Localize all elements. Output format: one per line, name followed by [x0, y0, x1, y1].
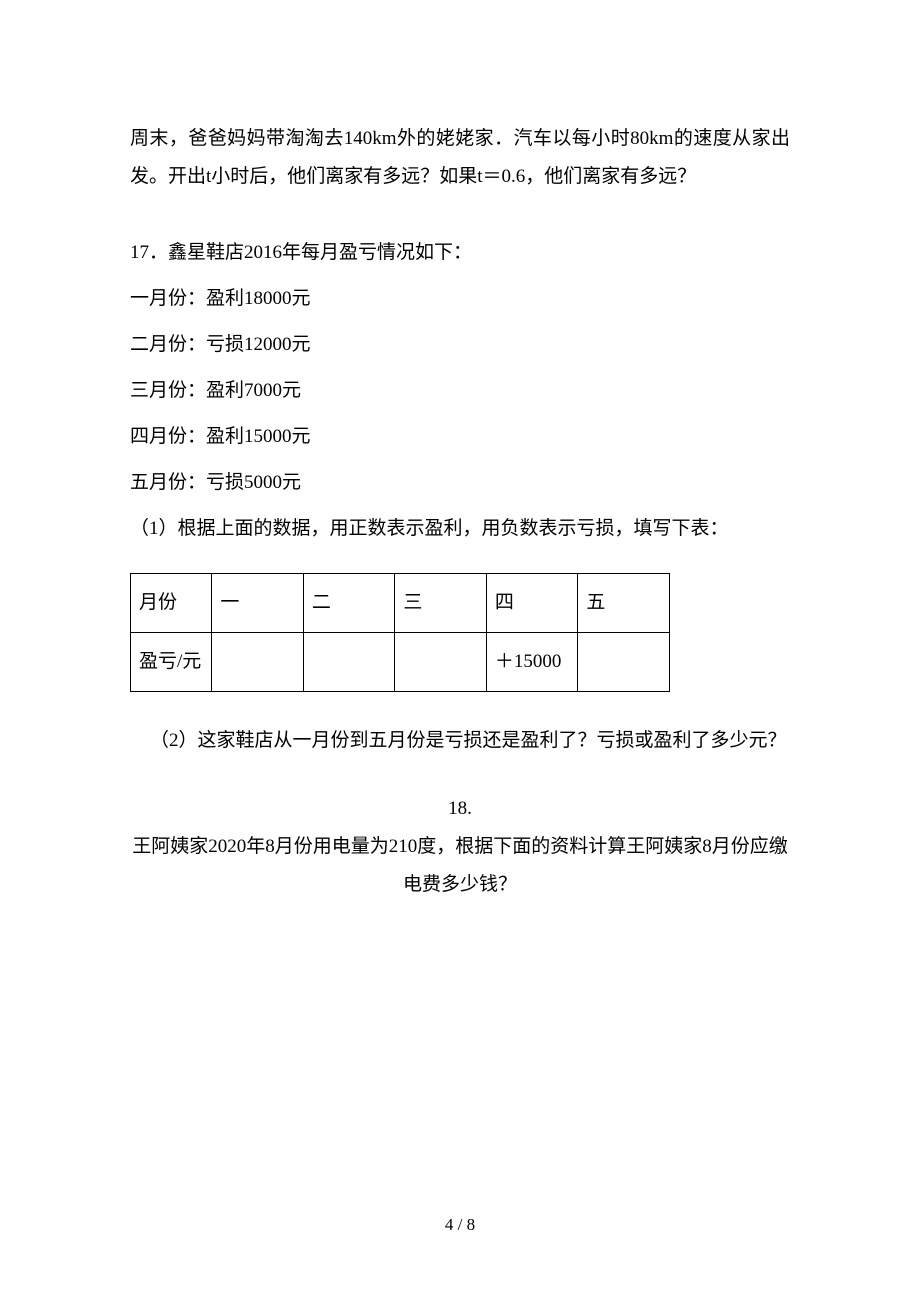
table-cell: 一 — [212, 574, 304, 633]
q17-month-5: 五月份：亏损5000元 — [130, 464, 790, 502]
table-cell — [303, 633, 395, 692]
q17-title: 17．鑫星鞋店2016年每月盈亏情况如下： — [130, 234, 790, 272]
q18-line1: 王阿姨家2020年8月份用电量为210度，根据下面的资料计算王阿姨家8月份应缴 — [130, 828, 790, 866]
q17-part1: （1）根据上面的数据，用正数表示盈利，用负数表示亏损，填写下表： — [130, 510, 790, 548]
q17-month-2: 二月份：亏损12000元 — [130, 326, 790, 364]
table-cell: 三 — [395, 574, 487, 633]
table-cell: ＋15000 — [486, 633, 578, 692]
table-cell-row-label: 盈亏/元 — [131, 633, 212, 692]
page-number: 4 / 8 — [0, 1208, 920, 1242]
q18-block: 18. 王阿姨家2020年8月份用电量为210度，根据下面的资料计算王阿姨家8月… — [130, 790, 790, 904]
table-row: 月份 一 二 三 四 五 — [131, 574, 670, 633]
spacer — [130, 204, 790, 234]
table-cell — [212, 633, 304, 692]
table-cell: 二 — [303, 574, 395, 633]
q17-month-4: 四月份：盈利15000元 — [130, 418, 790, 456]
q17-month-1: 一月份：盈利18000元 — [130, 280, 790, 318]
q18-number: 18. — [130, 790, 790, 828]
table-cell: 五 — [578, 574, 670, 633]
q17-part2: （2）这家鞋店从一月份到五月份是亏损还是盈利了？亏损或盈利了多少元？ — [150, 722, 790, 760]
table-cell-row-label: 月份 — [131, 574, 212, 633]
table-cell — [578, 633, 670, 692]
table-row: 盈亏/元 ＋15000 — [131, 633, 670, 692]
table-cell: 四 — [486, 574, 578, 633]
q17-month-3: 三月份：盈利7000元 — [130, 372, 790, 410]
q17-table-container: 月份 一 二 三 四 五 盈亏/元 ＋15000 — [130, 573, 790, 692]
q17-table: 月份 一 二 三 四 五 盈亏/元 ＋15000 — [130, 573, 670, 692]
table-cell — [395, 633, 487, 692]
q16-text: 周末，爸爸妈妈带淘淘去140km外的姥姥家．汽车以每小时80km的速度从家出发。… — [130, 120, 790, 196]
q18-line2: 电费多少钱？ — [130, 866, 790, 904]
